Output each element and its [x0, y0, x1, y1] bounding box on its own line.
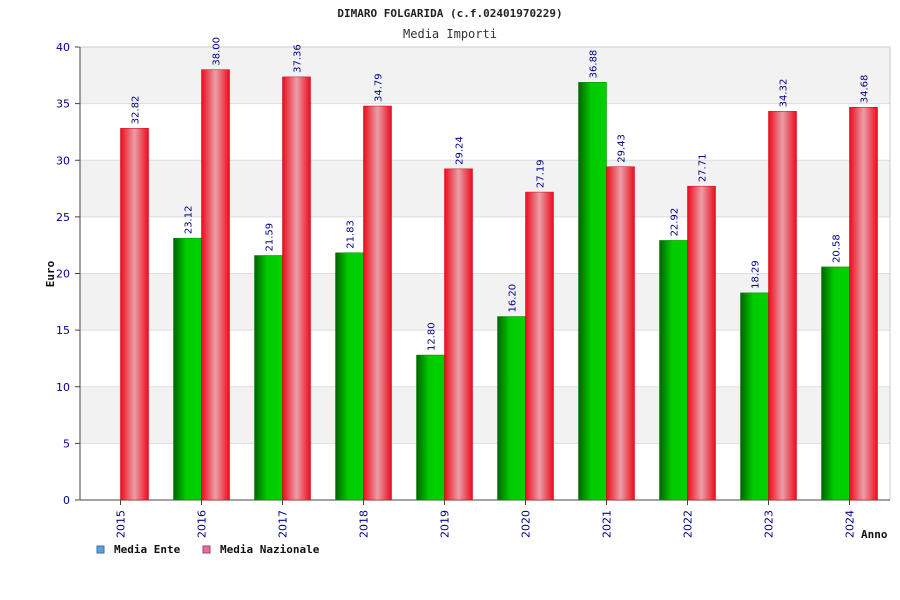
y-tick-label: 35	[56, 98, 70, 111]
bar-media-ente	[173, 237, 202, 501]
x-tick-label: 2022	[682, 510, 695, 538]
data-label-media-ente: 16.20	[508, 284, 519, 313]
bar-media-ente	[821, 266, 850, 501]
legend: Media Ente Media Nazionale	[96, 543, 320, 556]
x-tick-label: 2024	[844, 510, 857, 538]
x-tick-label: 2018	[358, 510, 371, 538]
y-tick-label: 20	[56, 268, 70, 281]
bar-media-nazionale	[525, 191, 554, 501]
x-tick-label: 2016	[196, 510, 209, 538]
data-label-media-ente: 20.58	[832, 234, 843, 263]
data-label-media-ente: 21.59	[265, 223, 276, 252]
legend-label-media-nazionale: Media Nazionale	[220, 543, 320, 556]
y-axis-label: Euro	[44, 260, 57, 287]
data-label-media-ente: 22.92	[670, 208, 681, 237]
legend-swatch-media-ente	[96, 545, 105, 554]
data-label-media-nazionale: 32.82	[131, 96, 142, 125]
data-label-media-ente: 18.29	[751, 260, 762, 289]
y-tick-label: 40	[56, 41, 70, 54]
data-label-media-ente: 12.80	[427, 322, 438, 351]
bar-media-ente	[416, 354, 445, 501]
data-label-media-nazionale: 34.79	[374, 73, 385, 102]
data-label-media-nazionale: 27.19	[536, 159, 547, 188]
bar-media-nazionale	[768, 111, 797, 501]
x-axis-label: Anno	[861, 528, 888, 541]
data-label-media-nazionale: 37.36	[293, 44, 304, 73]
y-tick-label: 15	[56, 324, 70, 337]
bar-media-nazionale	[201, 69, 230, 501]
data-label-media-ente: 23.12	[184, 206, 195, 235]
y-tick-label: 25	[56, 211, 70, 224]
bar-media-nazionale	[849, 106, 878, 501]
chart-subtitle: Media Importi	[403, 27, 497, 41]
data-label-media-nazionale: 29.24	[455, 136, 466, 165]
x-tick-label: 2019	[439, 510, 452, 538]
x-tick-label: 2021	[601, 510, 614, 538]
bar-media-ente	[335, 252, 364, 501]
x-tick-label: 2020	[520, 510, 533, 538]
bar-media-nazionale	[282, 76, 311, 501]
data-label-media-nazionale: 34.68	[860, 75, 871, 104]
bar-media-ente	[578, 82, 607, 501]
x-tick-label: 2023	[763, 510, 776, 538]
bar-media-nazionale	[120, 128, 149, 501]
plot-area: 0 5 10 15 20 25 30 35 40 2015 32.82 2016 23.12 38.00 2…	[56, 37, 891, 538]
data-label-media-nazionale: 29.43	[617, 134, 628, 163]
legend-swatch-media-nazionale	[202, 545, 211, 554]
bar-media-ente	[740, 292, 769, 501]
x-tick-label: 2015	[115, 510, 128, 538]
bar-media-nazionale	[687, 185, 716, 501]
bar-media-ente	[497, 316, 526, 501]
data-label-media-nazionale: 34.32	[779, 79, 790, 108]
bar-media-nazionale	[363, 105, 392, 501]
y-tick-label: 0	[63, 494, 70, 507]
bar-media-ente	[659, 240, 688, 501]
y-tick-label: 10	[56, 381, 70, 394]
x-tick-label: 2017	[277, 510, 290, 538]
bar-media-nazionale	[444, 168, 473, 501]
y-tick-label: 30	[56, 154, 70, 167]
bar-media-ente	[254, 255, 283, 501]
data-label-media-ente: 21.83	[346, 220, 357, 249]
bar-media-nazionale	[606, 166, 635, 501]
legend-label-media-ente: Media Ente	[114, 543, 181, 556]
data-label-media-nazionale: 38.00	[212, 37, 223, 66]
y-tick-label: 5	[63, 437, 70, 450]
chart-title: DIMARO FOLGARIDA (c.f.02401970229)	[337, 7, 562, 20]
data-label-media-nazionale: 27.71	[698, 154, 709, 183]
data-label-media-ente: 36.88	[589, 50, 600, 79]
